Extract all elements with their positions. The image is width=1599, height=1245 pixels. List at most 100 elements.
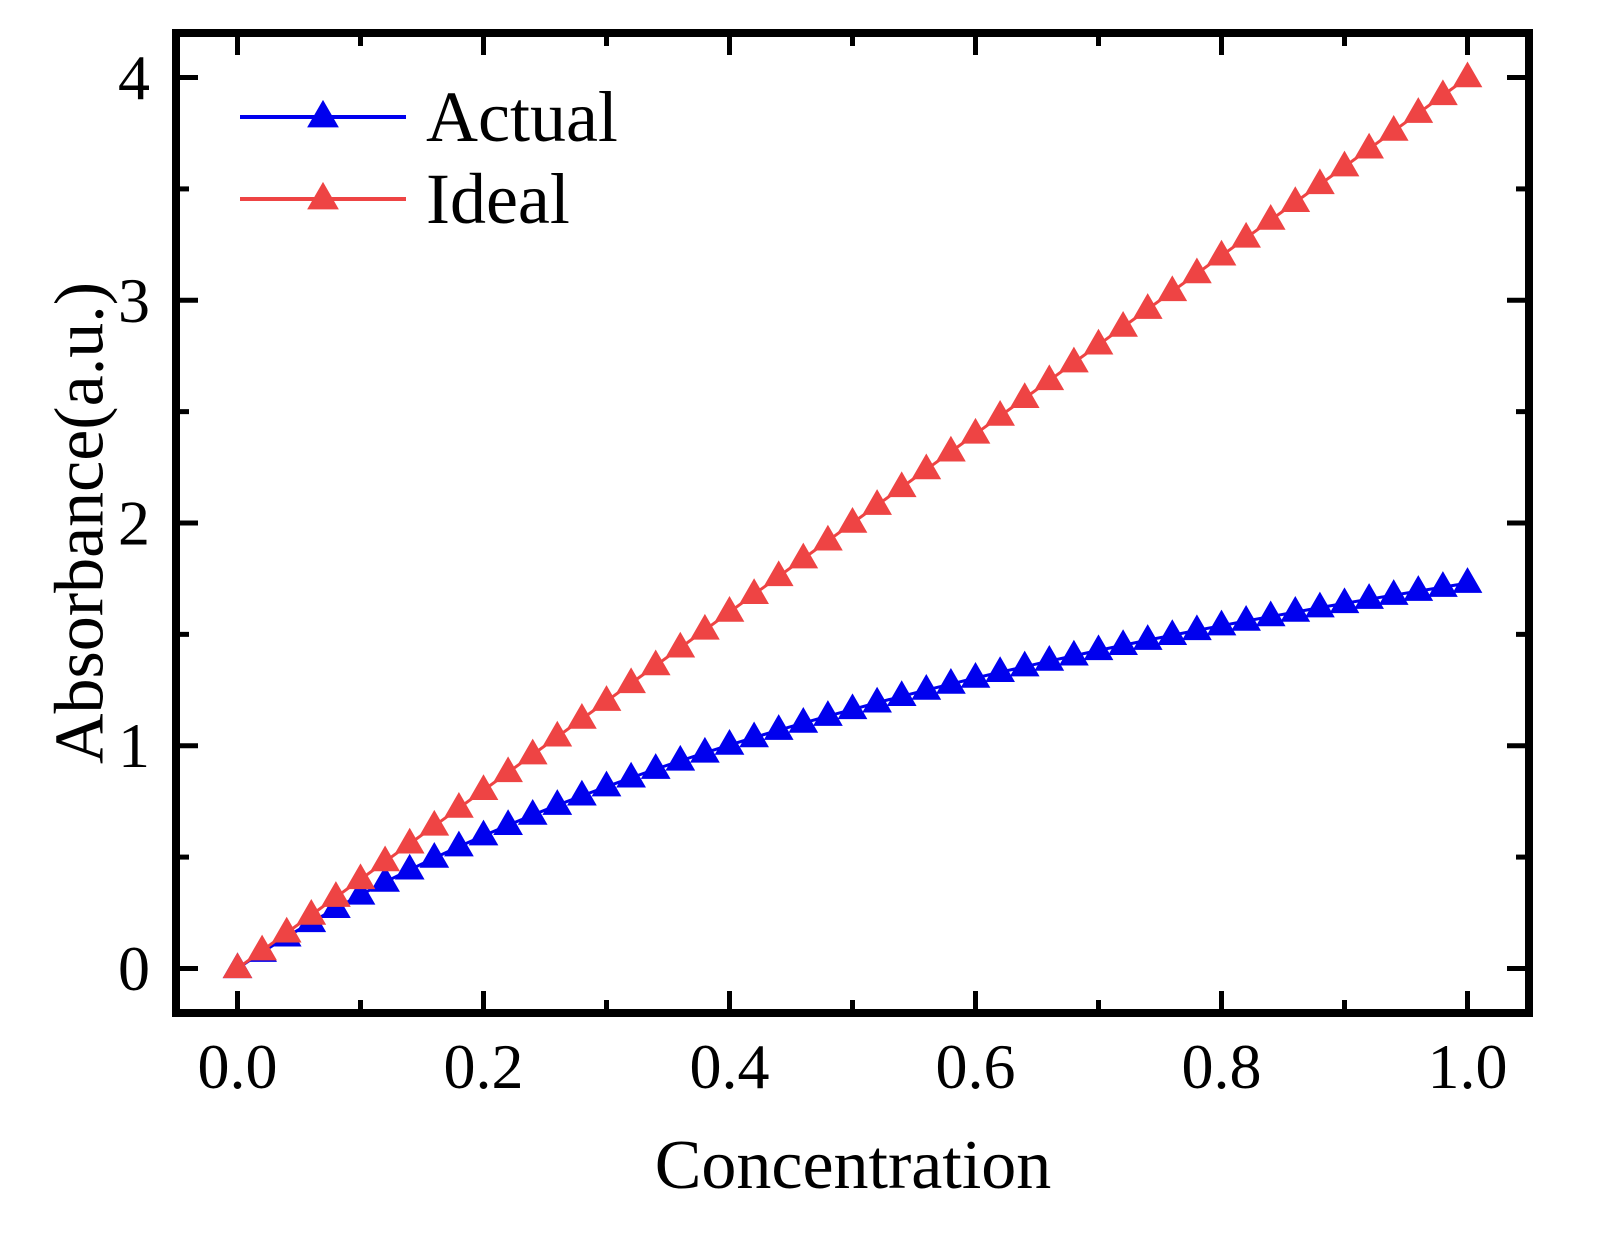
data-point-actual	[616, 761, 646, 788]
data-point-actual	[567, 779, 597, 806]
data-point-ideal	[1059, 346, 1089, 373]
series-ideal	[222, 61, 1483, 979]
data-point-actual	[419, 841, 450, 868]
data-point-ideal	[1452, 61, 1483, 88]
data-point-actual	[444, 830, 474, 857]
data-point-actual	[714, 729, 745, 755]
data-point-actual	[542, 789, 573, 815]
data-point-ideal	[1354, 132, 1384, 159]
data-point-actual	[813, 700, 843, 726]
data-point-ideal	[862, 489, 892, 515]
data-point-ideal	[960, 417, 991, 444]
data-point-actual	[591, 770, 622, 797]
data-point-actual	[985, 656, 1015, 682]
data-point-actual	[1378, 579, 1409, 605]
x-tick-label: 0.4	[690, 1031, 770, 1102]
data-point-ideal	[567, 702, 597, 729]
data-point-actual	[1255, 600, 1286, 627]
data-point-actual	[960, 661, 991, 688]
y-tick-label: 1	[118, 710, 150, 781]
data-point-ideal	[1428, 79, 1458, 106]
data-point-ideal	[517, 738, 548, 765]
series-actual	[222, 567, 1483, 979]
legend-marker-ideal	[307, 181, 339, 210]
data-point-ideal	[222, 952, 253, 979]
y-tick-label: 3	[118, 265, 150, 336]
data-point-actual	[665, 744, 696, 771]
data-point-ideal	[1378, 114, 1409, 141]
data-point-ideal	[296, 898, 327, 925]
y-axis-title: Absorbance(a.u.)	[42, 282, 119, 764]
data-point-actual	[690, 736, 720, 763]
y-tick-label: 0	[118, 933, 150, 1004]
data-point-actual	[739, 721, 769, 748]
data-point-ideal	[665, 631, 696, 658]
x-tick-label: 1.0	[1428, 1031, 1508, 1102]
legend-entry-actual: Actual	[240, 77, 618, 157]
data-point-ideal	[542, 720, 573, 747]
data-point-actual	[911, 674, 942, 700]
data-point-actual	[788, 706, 819, 733]
x-tick-label: 0.2	[444, 1031, 524, 1102]
data-point-ideal	[271, 916, 302, 943]
data-point-actual	[468, 819, 499, 846]
data-point-actual	[345, 878, 376, 905]
data-point-ideal	[1231, 221, 1261, 248]
data-point-actual	[1108, 629, 1138, 655]
data-point-actual	[640, 753, 671, 779]
data-point-actual	[370, 866, 400, 892]
data-point-actual	[1083, 634, 1114, 661]
data-point-actual	[1206, 609, 1237, 636]
data-point-ideal	[468, 774, 499, 800]
data-point-actual	[1403, 575, 1434, 601]
data-point-ideal	[321, 881, 351, 907]
data-point-ideal	[1108, 310, 1138, 337]
data-point-ideal	[444, 792, 474, 818]
data-point-ideal	[714, 596, 745, 622]
data-point-ideal	[1182, 257, 1212, 284]
x-tick-label: 0.8	[1182, 1031, 1262, 1102]
data-point-actual	[1009, 650, 1040, 677]
data-point-ideal	[1206, 239, 1237, 266]
data-point-ideal	[419, 809, 450, 836]
data-point-ideal	[247, 934, 277, 961]
data-point-ideal	[1403, 97, 1434, 123]
data-point-actual	[1231, 604, 1261, 631]
data-point-actual	[837, 693, 868, 720]
data-point-ideal	[1157, 275, 1188, 302]
data-point-ideal	[1083, 328, 1114, 355]
data-point-actual	[1280, 596, 1311, 622]
data-point-ideal	[788, 542, 819, 569]
data-point-actual	[1182, 614, 1212, 641]
data-point-actual	[862, 686, 892, 713]
data-point-actual	[1329, 587, 1360, 614]
data-point-ideal	[370, 845, 400, 872]
data-point-ideal	[1034, 364, 1065, 391]
y-tick-label: 4	[118, 42, 150, 113]
data-point-ideal	[936, 435, 966, 462]
data-point-ideal	[886, 471, 917, 498]
data-point-ideal	[911, 453, 942, 480]
data-point-ideal	[1305, 168, 1335, 195]
data-point-ideal	[394, 827, 425, 854]
data-point-ideal	[763, 560, 794, 587]
data-point-actual	[763, 714, 794, 740]
data-series	[222, 61, 1483, 979]
data-point-actual	[1428, 571, 1458, 597]
data-point-ideal	[985, 400, 1015, 426]
legend-label-ideal: Ideal	[426, 159, 570, 239]
data-point-actual	[493, 809, 523, 835]
data-point-actual	[1059, 639, 1089, 666]
data-point-ideal	[1132, 293, 1163, 319]
data-point-actual	[1305, 591, 1335, 618]
legend-entry-ideal: Ideal	[240, 159, 570, 239]
data-point-actual	[1157, 619, 1188, 645]
data-point-actual	[1354, 583, 1384, 609]
data-point-ideal	[1329, 150, 1360, 177]
x-tick-labels: 0.0 0.2 0.4 0.6 0.8 1.0	[198, 1031, 1508, 1102]
data-point-ideal	[813, 524, 843, 551]
data-point-ideal	[1280, 186, 1311, 212]
data-point-actual	[517, 798, 548, 825]
